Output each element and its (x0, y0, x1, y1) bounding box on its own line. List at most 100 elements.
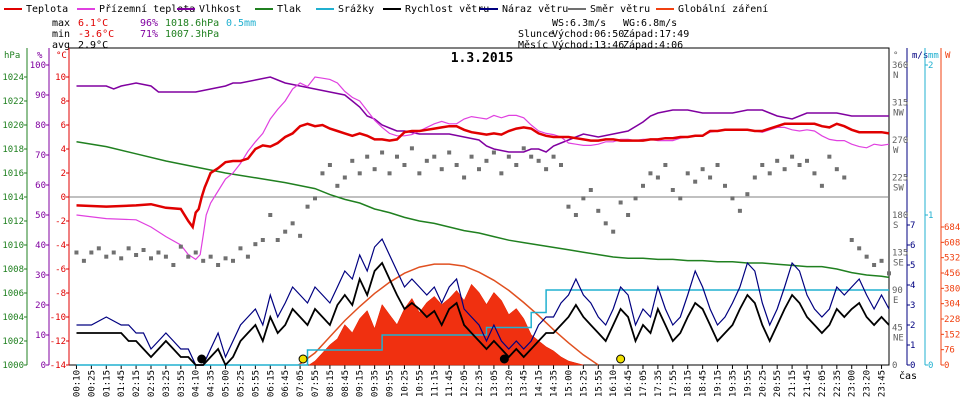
stats-min-hum: 71% (140, 29, 158, 40)
pressure-tick-label: 1004 (2, 313, 24, 323)
time-tick-label: 03:25 (162, 370, 172, 397)
temp-tick-label: 0 (61, 193, 66, 203)
wind-direction-point (521, 146, 526, 151)
stats-max-hum: 96% (140, 18, 158, 29)
time-tick-label: 21:45 (803, 370, 813, 397)
direction-tick-label: 225 (892, 174, 908, 184)
wind-direction-point (141, 248, 146, 252)
wind-direction-point (424, 158, 429, 163)
info-sun-rise: Východ:06:50 (552, 28, 624, 40)
time-tick-label: 23:00 (848, 370, 858, 397)
time-tick-label: 18:45 (699, 370, 709, 397)
pressure-tick-label: 1008 (2, 265, 24, 275)
chart-title: 1.3.2015 (451, 51, 514, 66)
humidity-tick-label: 90 (35, 91, 46, 101)
radiation-tick-label: 684 (944, 223, 960, 233)
pressure-tick-label: 1012 (2, 217, 24, 227)
wind-tick-label: 3 (910, 301, 915, 311)
wind-direction-point (491, 150, 496, 155)
wind-direction-point (700, 167, 705, 172)
humidity-tick-label: 80 (35, 121, 46, 131)
time-tick-label: 00:25 (87, 370, 97, 397)
clear-sky-radiation-line (298, 263, 599, 366)
wind-direction-point (752, 175, 757, 180)
time-tick-label: 10:25 (400, 370, 410, 397)
x-axis-label: čas (899, 370, 917, 382)
legend-radiation: Globální záření (678, 3, 768, 15)
time-tick-label: 23:20 (863, 370, 873, 397)
time-tick-label: 19:35 (728, 370, 738, 397)
wind-direction-point (633, 196, 638, 201)
wind-direction-point (395, 154, 399, 159)
wind-direction-point (715, 163, 720, 167)
direction-name-label: E (893, 296, 898, 306)
wind-direction-point (782, 167, 787, 172)
direction-name-label: SE (893, 259, 904, 269)
time-tick-label: 03:55 (177, 370, 187, 397)
time-tick-label: 05:00 (222, 370, 232, 397)
info-block: WS:6.3m/s WG:6.8m/s Slunce Východ:06:50 … (518, 18, 689, 51)
rain-tick-label: 0 (928, 361, 933, 371)
radiation-tick-label: 76 (944, 346, 955, 356)
time-tick-label: 18:15 (684, 370, 694, 397)
time-tick-label: 17:55 (669, 370, 679, 397)
temp-tick-label: 6 (61, 121, 66, 131)
time-tick-label: 04:10 (192, 370, 202, 397)
direction-name-label: NE (893, 334, 904, 344)
radiation-tick-label: 0 (944, 361, 949, 371)
unit-dir: ° (893, 51, 898, 61)
stats-min-temp: -3.6°C (78, 29, 114, 40)
time-tick-label: 15:25 (579, 370, 589, 397)
temp-tick-label: 10 (55, 73, 66, 83)
time-tick-label: 17:05 (639, 370, 649, 397)
wind-direction-point (372, 167, 377, 172)
unit-pct: % (37, 51, 43, 61)
temp-tick-label: 2 (61, 169, 66, 179)
wind-direction-point (387, 171, 392, 176)
wind-direction-point (566, 204, 571, 209)
time-tick-label: 02:15 (132, 370, 142, 397)
time-tick-label: 02:55 (147, 370, 157, 397)
radiation-tick-label: 532 (944, 254, 960, 264)
pressure-tick-label: 1006 (2, 289, 24, 299)
unit-ms: m/s (912, 51, 928, 61)
humidity-tick-label: 0 (41, 361, 46, 371)
wind-direction-point (864, 254, 869, 259)
wind-direction-point (417, 171, 422, 176)
wind-direction-point (879, 258, 884, 263)
direction-tick-label: 45 (892, 324, 903, 334)
time-tick-label: 09:55 (386, 370, 396, 397)
humidity-tick-label: 20 (35, 301, 46, 311)
wind-direction-point (365, 154, 370, 159)
wind-direction-point (268, 213, 273, 217)
wind-direction-point (812, 171, 817, 176)
time-tick-label: 14:15 (535, 370, 545, 397)
wind-direction-point (544, 167, 549, 172)
wind-direction-point (767, 171, 772, 176)
wind-direction-point (849, 238, 854, 242)
stats-max-press: 1018.6hPa (165, 18, 219, 29)
info-ws: WS:6.3m/s (552, 18, 606, 29)
time-tick-label: 19:55 (743, 370, 753, 397)
wind-direction-point (805, 158, 809, 163)
wind-direction-point (111, 250, 116, 255)
wind-direction-point (618, 200, 623, 205)
wind-direction-point (335, 183, 340, 188)
wind-direction-point (260, 238, 265, 242)
humidity-tick-label: 100 (30, 61, 46, 71)
temp-tick-label: -10 (50, 313, 66, 323)
wind-direction-point (439, 167, 444, 172)
humidity-tick-label: 10 (35, 331, 46, 341)
temp-tick-label: 8 (61, 97, 66, 107)
info-sun-set: Západ:17:49 (623, 28, 689, 40)
legend-temp: Teplota (26, 4, 68, 15)
wind-direction-point (81, 258, 86, 263)
temperature-line (76, 122, 890, 231)
wind-direction-point (320, 171, 325, 176)
pressure-line (76, 141, 890, 279)
temp-tick-label: -2 (55, 217, 66, 227)
time-tick-label: 08:15 (326, 370, 336, 397)
wind-direction-point (887, 271, 891, 276)
wind-direction-point (357, 171, 362, 176)
